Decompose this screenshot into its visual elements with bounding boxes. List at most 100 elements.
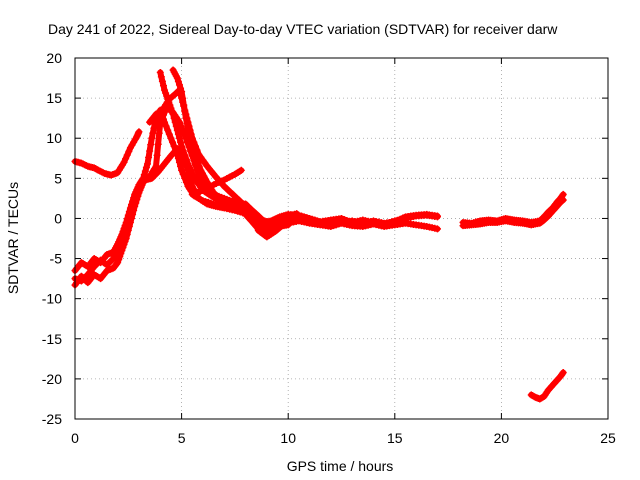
- data-point: [156, 68, 164, 76]
- data-point: [187, 167, 195, 175]
- data-point: [149, 129, 157, 137]
- data-point: [182, 178, 190, 186]
- data-point: [162, 122, 170, 130]
- data-point: [177, 84, 185, 92]
- data-point: [182, 155, 190, 163]
- data-point: [120, 158, 128, 166]
- x-tick-label: 15: [387, 430, 403, 446]
- data-point: [173, 74, 181, 82]
- data-point: [185, 129, 193, 137]
- data-point: [98, 168, 106, 176]
- data-point: [157, 107, 165, 115]
- data-point: [167, 134, 175, 142]
- data-point: [186, 134, 194, 142]
- data-point: [152, 162, 160, 170]
- series-track-3: [71, 106, 441, 275]
- data-point: [155, 129, 163, 137]
- data-point: [79, 274, 87, 282]
- data-point: [131, 202, 139, 210]
- data-series: [71, 66, 567, 403]
- data-point: [150, 124, 158, 132]
- data-point: [214, 193, 222, 201]
- y-tick-label: -15: [42, 331, 62, 347]
- data-point: [170, 114, 178, 122]
- data-point: [130, 206, 138, 214]
- data-point: [94, 166, 102, 174]
- data-point: [186, 164, 194, 172]
- data-point: [187, 138, 195, 146]
- data-point: [125, 147, 133, 155]
- data-point: [77, 159, 85, 167]
- data-point: [82, 161, 90, 169]
- data-point: [433, 225, 441, 233]
- data-point: [178, 142, 186, 150]
- data-point: [126, 218, 134, 226]
- data-point: [135, 128, 143, 136]
- x-tick-label: 25: [600, 430, 616, 446]
- data-point: [95, 274, 103, 282]
- data-point: [81, 161, 89, 169]
- data-point: [158, 77, 166, 85]
- data-point: [195, 162, 203, 170]
- data-point: [99, 169, 107, 177]
- series-trace: [72, 107, 441, 274]
- data-point: [189, 171, 197, 179]
- y-tick-label: 10: [46, 130, 62, 146]
- chart-title: Day 241 of 2022, Sidereal Day-to-day VTE…: [48, 21, 558, 37]
- data-point: [82, 262, 90, 270]
- data-point: [177, 138, 185, 146]
- data-point: [181, 151, 189, 159]
- series-track-8: [188, 166, 245, 198]
- data-point: [142, 164, 150, 172]
- data-point: [184, 160, 192, 168]
- data-point: [143, 160, 151, 168]
- data-point: [153, 151, 161, 159]
- x-tick-label: 20: [494, 430, 510, 446]
- data-point: [179, 147, 187, 155]
- y-tick-label: 15: [46, 90, 62, 106]
- data-point: [236, 167, 244, 175]
- y-tick-label: 20: [46, 50, 62, 66]
- data-point: [173, 150, 181, 158]
- data-point: [178, 88, 186, 96]
- data-point: [188, 142, 196, 150]
- y-tick-label: 5: [54, 170, 62, 186]
- data-point: [172, 146, 180, 154]
- data-point: [147, 141, 155, 149]
- series-track-1: [71, 128, 143, 179]
- data-point: [192, 154, 200, 162]
- data-point: [179, 94, 187, 102]
- data-point: [181, 108, 189, 116]
- data-point: [140, 171, 148, 179]
- data-point: [122, 155, 130, 163]
- data-point: [183, 119, 191, 127]
- data-point: [297, 214, 305, 222]
- data-point: [90, 263, 98, 271]
- y-tick-label: 0: [54, 210, 62, 226]
- data-point: [154, 140, 162, 148]
- data-point: [559, 196, 567, 204]
- plot-frame: [74, 57, 609, 420]
- data-point: [157, 73, 165, 81]
- data-point: [169, 138, 177, 146]
- data-point: [179, 170, 187, 178]
- data-point: [175, 81, 183, 89]
- y-tick-label: -10: [42, 291, 62, 307]
- data-point: [96, 167, 104, 175]
- data-point: [237, 166, 245, 174]
- data-point: [109, 255, 117, 263]
- data-point: [79, 160, 87, 168]
- data-point: [172, 122, 180, 130]
- data-point: [252, 221, 260, 229]
- data-point: [122, 235, 130, 242]
- data-point: [146, 147, 154, 155]
- grid-lines: [75, 58, 608, 419]
- data-point: [184, 124, 192, 132]
- data-point: [173, 126, 181, 134]
- series-track-11: [527, 368, 567, 403]
- x-tick-label: 0: [71, 430, 79, 446]
- data-point: [175, 134, 183, 142]
- data-point: [148, 134, 156, 142]
- data-point: [77, 272, 85, 280]
